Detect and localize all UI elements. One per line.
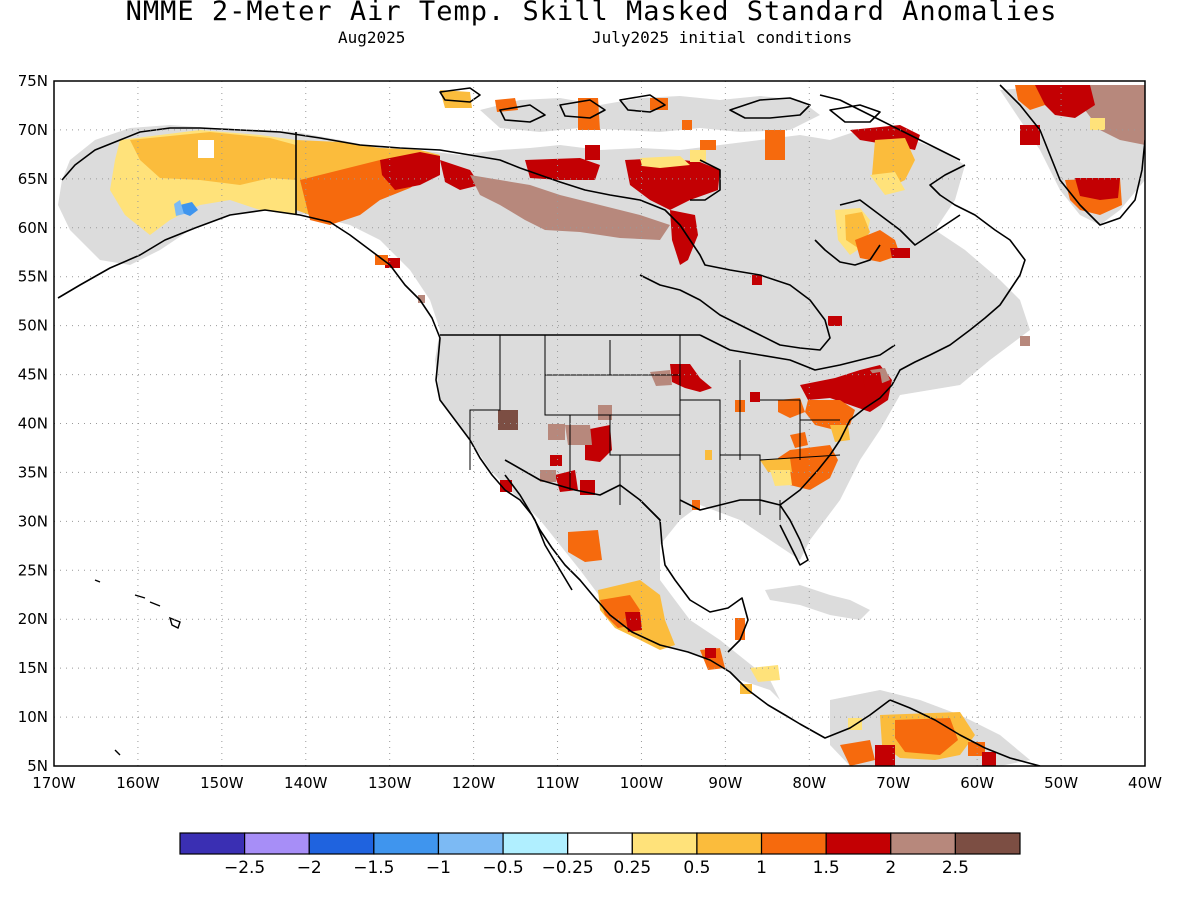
latitude-labels: 75N 70N 65N 60N 55N 50N 45N 40N 35N 30N 25N 20N 15N 1… <box>18 72 48 775</box>
colorbar-swatch <box>437 832 504 855</box>
colorbar-label: −0.5 <box>482 858 523 878</box>
colorbar-swatch <box>890 832 956 855</box>
anomaly-patches <box>110 85 1145 766</box>
lon-label: 160W <box>116 774 160 792</box>
colorbar-swatch <box>631 832 698 855</box>
colorbar-swatch <box>308 832 375 855</box>
colorbar-label: −0.25 <box>542 858 594 878</box>
lat-label: 70N <box>18 121 48 139</box>
colorbar-swatch <box>825 832 892 855</box>
lon-label: 50W <box>1044 774 1078 792</box>
map-frame <box>53 80 1146 767</box>
lon-label: 80W <box>792 774 826 792</box>
lon-label: 60W <box>960 774 994 792</box>
colorbar-label: 1.5 <box>813 858 840 878</box>
lon-label: 110W <box>536 774 580 792</box>
colorbar-label: −1.5 <box>353 858 394 878</box>
lon-label: 120W <box>452 774 496 792</box>
lon-label: 140W <box>284 774 328 792</box>
target-month-label: Aug2025 <box>338 28 406 47</box>
colorbar-swatch <box>954 832 1021 855</box>
lat-label: 15N <box>18 659 48 677</box>
colorbar-swatch <box>567 832 633 855</box>
colorbar-swatch <box>373 832 440 855</box>
map-fields <box>57 84 1145 766</box>
lon-label: 90W <box>708 774 742 792</box>
lat-label: 40N <box>18 415 48 433</box>
lon-label: 40W <box>1128 774 1162 792</box>
lat-label: 35N <box>18 463 48 481</box>
colorbar-swatch <box>696 832 763 855</box>
lat-label: 25N <box>18 561 48 579</box>
lat-label: 45N <box>18 366 48 384</box>
coastlines <box>57 84 1145 766</box>
colorbar-label: −2.5 <box>224 858 265 878</box>
lat-label: 5N <box>27 757 48 775</box>
colorbar-label: −1 <box>426 858 451 878</box>
colorbar-swatch <box>244 832 310 855</box>
lon-label: 170W <box>32 774 76 792</box>
colorbar-label: −2 <box>297 858 322 878</box>
chart-title: NMME 2-Meter Air Temp. Skill Masked Stan… <box>125 0 1058 27</box>
lon-label: 150W <box>200 774 244 792</box>
lat-label: 20N <box>18 610 48 628</box>
colorbar-label: 1 <box>756 858 767 878</box>
colorbar-label: 2.5 <box>942 858 969 878</box>
lat-label: 55N <box>18 268 48 286</box>
colorbar: −2.5 −2 −1.5 −1 −0.5 −0.25 0.25 0.5 1 1.5 2 2.5 <box>179 832 1021 878</box>
lat-label: 65N <box>18 170 48 188</box>
longitude-labels: 170W 160W 150W 140W 130W 120W 110W 100W 90W 80W 70… <box>32 774 1162 792</box>
lat-label: 10N <box>18 708 48 726</box>
initial-conditions-label: July2025 initial conditions <box>592 28 853 47</box>
lat-label: 75N <box>18 72 48 90</box>
colorbar-swatch <box>179 832 246 855</box>
lon-label: 70W <box>876 774 910 792</box>
colorbar-swatch <box>502 832 569 855</box>
graticule-grid <box>54 81 1145 766</box>
colorbar-label: 2 <box>885 858 896 878</box>
lat-label: 30N <box>18 512 48 530</box>
pacific-islands <box>94 579 181 756</box>
colorbar-swatch <box>760 832 827 855</box>
state-borders <box>469 335 841 520</box>
lat-label: 50N <box>18 317 48 335</box>
lon-label: 130W <box>368 774 412 792</box>
colorbar-label: 0.25 <box>613 858 651 878</box>
colorbar-label: 0.5 <box>683 858 710 878</box>
lat-label: 60N <box>18 219 48 237</box>
lon-label: 100W <box>620 774 664 792</box>
